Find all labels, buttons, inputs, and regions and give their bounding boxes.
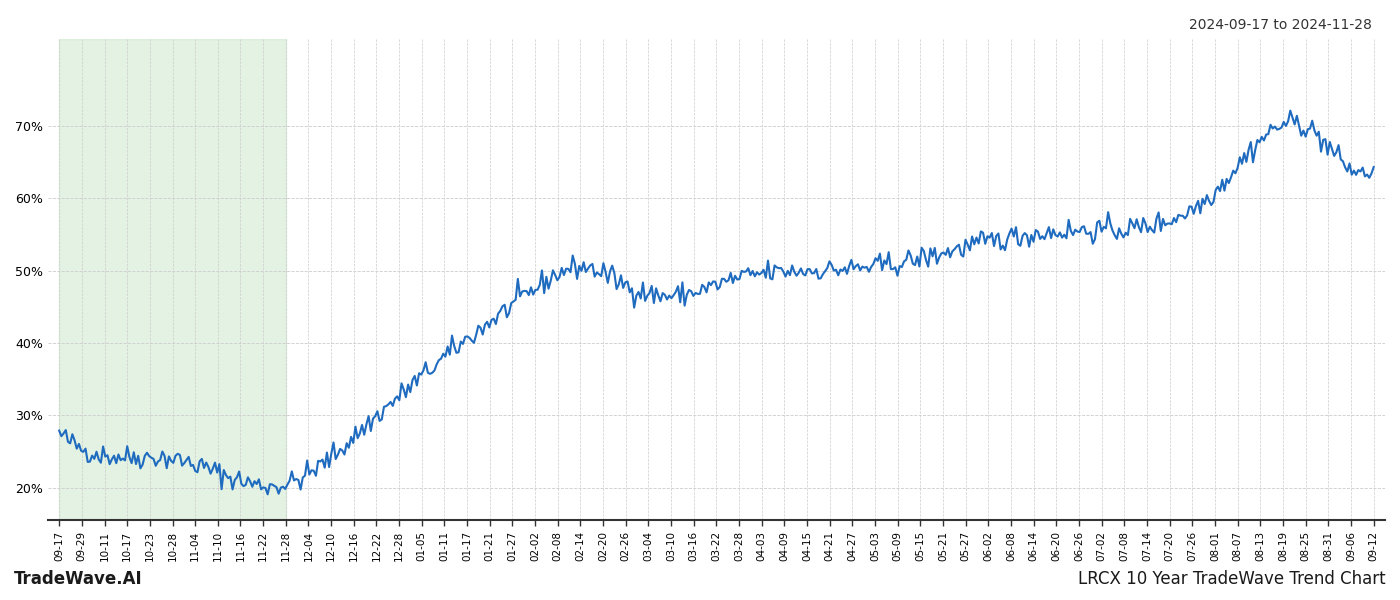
Text: 2024-09-17 to 2024-11-28: 2024-09-17 to 2024-11-28 bbox=[1189, 18, 1372, 32]
Text: TradeWave.AI: TradeWave.AI bbox=[14, 570, 143, 588]
Text: LRCX 10 Year TradeWave Trend Chart: LRCX 10 Year TradeWave Trend Chart bbox=[1078, 570, 1386, 588]
Bar bbox=[59, 39, 286, 520]
